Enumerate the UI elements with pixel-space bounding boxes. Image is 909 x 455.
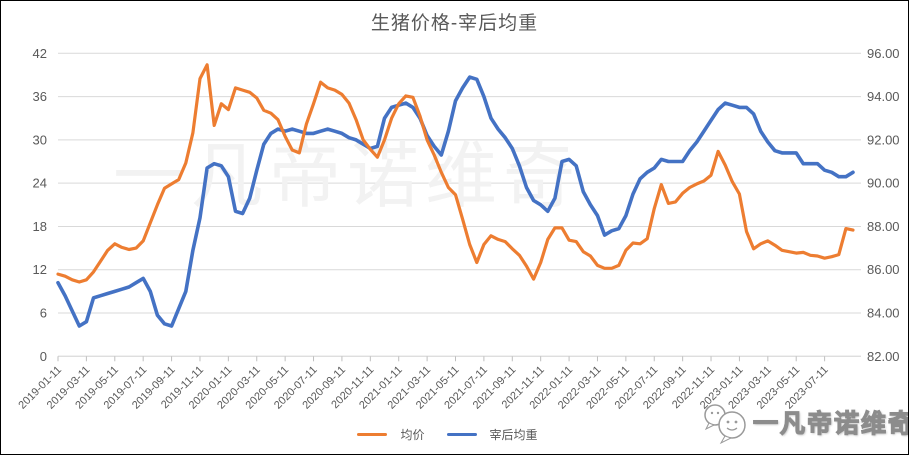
y-axis-left-label: 42	[33, 46, 47, 61]
chart-title: 生猪价格-宰后均重	[370, 13, 539, 34]
corner-watermark: 一凡帝诺维奇	[701, 399, 909, 445]
y-axis-right-label: 94.00	[867, 89, 900, 104]
price-line	[56, 63, 855, 284]
corner-watermark-text: 一凡帝诺维奇	[752, 409, 909, 438]
y-axis-left-label: 30	[33, 132, 47, 147]
y-axis-left-label: 36	[33, 89, 47, 104]
y-axis-right-label: 88.00	[867, 219, 900, 234]
y-axis-left-label: 24	[33, 176, 47, 191]
y-axis-right-label: 96.00	[867, 46, 900, 61]
y-axis-left-label: 18	[33, 219, 47, 234]
y-axis-right-label: 92.00	[867, 132, 900, 147]
legend-label-price: 均价	[400, 428, 425, 442]
y-axis-left-label: 6	[40, 306, 47, 321]
legend-swatch-price	[357, 433, 388, 436]
y-axis-right-label: 86.00	[867, 262, 900, 277]
y-axis-right-label: 84.00	[867, 306, 900, 321]
legend-label-weight: 宰后均重	[489, 428, 538, 442]
y-axis-right-label: 82.00	[867, 349, 900, 364]
wechat-bubbles-icon	[704, 404, 746, 445]
legend: 均价 宰后均重	[1, 426, 908, 443]
y-axis-left-label: 0	[40, 349, 47, 364]
y-axis-labels: 42 96.00 36 94.00 30 92.00 24 90.00 18 88.00 12 86.…	[33, 46, 900, 364]
y-axis-right-label: 90.00	[867, 176, 900, 191]
weight-line	[56, 75, 855, 328]
x-axis-ticks	[57, 356, 826, 362]
legend-swatch-weight	[446, 433, 477, 436]
y-axis-left-label: 12	[33, 262, 47, 277]
